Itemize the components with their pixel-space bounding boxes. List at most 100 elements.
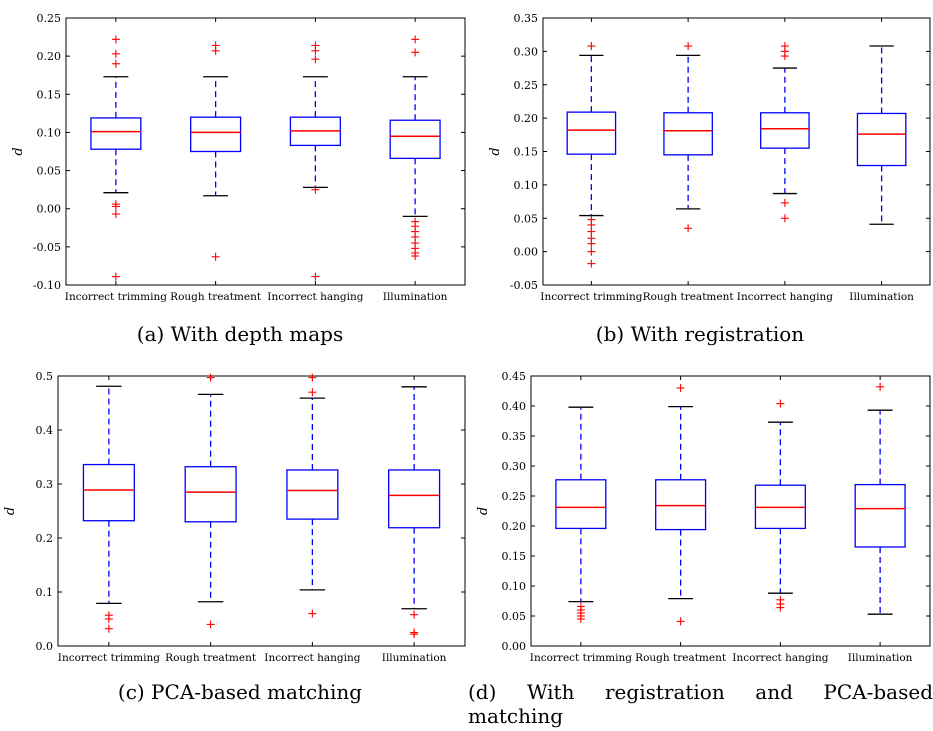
ylabel-a: d [11,147,26,155]
xtick-label-c-0: Incorrect trimming [58,652,160,664]
iqr-box-b-3 [856,112,907,167]
plot-frame-d [530,375,931,647]
iqr-box-a-0 [90,117,142,150]
box-a-1 [190,41,242,261]
ytick-label-b-7: 0.30 [514,45,539,58]
outlier-a-2-1 [311,46,320,55]
outlier-d-2-3 [776,603,785,612]
outlier-a-3-9 [411,252,420,261]
box-d-0 [555,406,607,623]
outlier-a-0-6 [111,272,120,281]
caption-c: (c) PCA-based matching [117,680,363,704]
outlier-d-1-0 [676,384,685,392]
iqr-box-c-0 [82,463,135,522]
ytick-label-a-2: 0.00 [37,203,62,216]
box-d-2 [754,399,806,612]
outlier-c-3-0 [410,610,419,619]
ytick-label-d-7: 0.35 [502,430,527,443]
ytick-label-b-0: -0.05 [510,279,538,292]
box-c-1 [184,373,237,629]
outlier-b-1-0 [684,42,693,51]
ytick-label-b-2: 0.05 [514,212,539,225]
box-a-3 [389,35,441,261]
box-a-0 [90,35,142,281]
outlier-c-1-1 [206,620,215,629]
ylabel-c: d [3,507,18,515]
outlier-d-1-1 [676,617,685,626]
ytick-label-d-5: 0.25 [502,490,527,503]
xtick-label-c-1: Rough treatment [165,652,257,664]
chart-panel-b: -0.05 0.00 0.05 0.10 0.15 0.20 0.25 0.30 0.35 d In… [488,12,931,303]
ytick-label-c-2: 0.2 [36,532,54,545]
ytick-label-c-1: 0.1 [36,586,54,599]
xtick-label-b-2: Incorrect hanging [737,291,833,303]
outlier-a-3-0 [411,35,420,44]
xtick-label-d-0: Incorrect trimming [530,652,632,664]
xtick-label-d-3: Illumination [848,652,913,664]
iqr-box-d-1 [655,479,707,531]
ytick-label-d-3: 0.15 [502,550,527,563]
box-c-0 [82,385,135,633]
ytick-label-c-5: 0.5 [36,370,54,383]
outlier-a-2-4 [311,272,320,281]
ytick-label-b-4: 0.15 [514,146,539,159]
outlier-b-2-2 [780,52,789,61]
iqr-box-b-1 [663,112,713,156]
box-a-2 [289,41,341,281]
ytick-label-a-7: 0.25 [37,12,62,25]
outlier-d-2-0 [776,399,785,408]
iqr-box-c-2 [286,469,339,520]
outlier-a-3-1 [411,48,420,57]
outlier-c-2-2 [308,609,317,618]
outlier-c-2-1 [308,388,317,397]
outlier-b-0-2 [587,220,596,229]
ytick-label-a-1: -0.05 [33,241,61,254]
outlier-a-0-4 [111,202,120,211]
outlier-a-2-3 [311,185,320,194]
outlier-c-2-0 [308,373,317,382]
chart-panel-a: -0.10 -0.05 0.00 0.05 0.10 0.15 0.20 0.25 d Incor… [11,12,466,303]
outlier-b-0-5 [587,239,596,248]
iqr-box-b-0 [566,111,617,155]
ytick-label-c-3: 0.3 [36,478,54,491]
outlier-b-2-3 [780,198,789,207]
outlier-c-0-2 [104,624,113,633]
ytick-label-a-3: 0.05 [37,165,62,178]
outlier-b-0-6 [587,247,596,256]
xtick-label-a-0: Incorrect trimming [65,291,167,303]
outlier-c-3-2 [410,630,419,639]
plot-frame-c [57,375,466,647]
iqr-box-c-1 [184,466,237,523]
box-d-1 [655,384,707,626]
box-b-1 [663,42,713,233]
box-b-0 [566,42,617,268]
ytick-label-b-1: 0.00 [514,246,539,259]
iqr-box-c-3 [388,469,441,529]
ytick-label-a-4: 0.10 [37,126,62,139]
caption-a: (a) With depth maps [136,322,344,346]
ytick-label-a-5: 0.15 [37,88,62,101]
outlier-d-0-4 [576,615,585,623]
chart-panel-d: 0.00 0.05 0.10 0.15 0.20 0.25 0.30 0.35 0.40 0.45… [476,370,931,664]
ytick-label-b-8: 0.35 [514,12,539,25]
outlier-a-1-2 [211,252,220,261]
ytick-label-d-9: 0.45 [502,370,527,383]
xtick-label-d-1: Rough treatment [635,652,727,664]
xtick-label-a-2: Incorrect hanging [267,291,363,303]
ytick-label-b-5: 0.20 [514,112,539,125]
outlier-b-0-0 [587,42,596,51]
outlier-b-0-3 [587,227,596,236]
box-c-2 [286,373,339,618]
box-b-3 [856,45,907,225]
plot-frame-a [65,17,466,286]
iqr-box-d-3 [854,483,906,548]
plot-frame-b [542,17,931,286]
outlier-c-1-0 [206,373,215,382]
chart-panel-c: 0.0 0.1 0.2 0.3 0.4 0.5 d Incorrect trimming Rou… [3,370,466,664]
xtick-label-b-3: Illumination [849,291,914,303]
xtick-label-c-3: Illumination [382,652,447,664]
outlier-c-0-1 [104,615,113,623]
ytick-label-a-0: -0.10 [33,279,61,292]
xtick-label-c-2: Incorrect hanging [264,652,360,664]
box-d-3 [854,382,906,615]
